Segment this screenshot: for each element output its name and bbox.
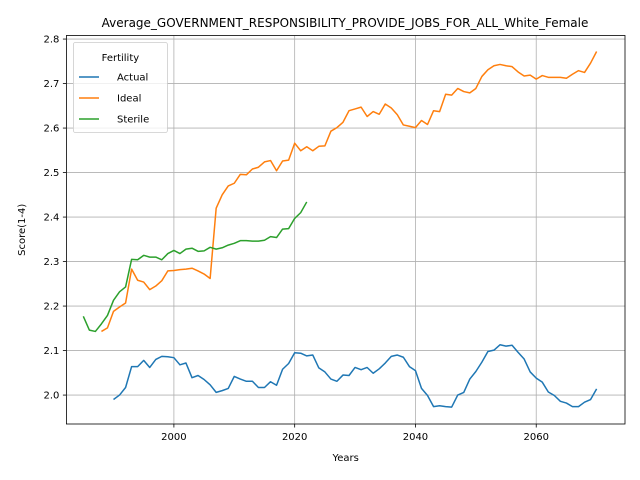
y-tick-label: 2.6: [43, 124, 59, 135]
y-tick-label: 2.3: [43, 257, 59, 268]
grid: [66, 35, 625, 424]
legend-box: [73, 42, 168, 133]
x-tick-label: 2060: [524, 432, 549, 443]
y-axis-label: Score(1-4): [17, 204, 28, 256]
x-tick-label: 2020: [282, 432, 307, 443]
y-tick-label: 2.2: [43, 302, 59, 313]
y-tick-label: 2.7: [43, 79, 59, 90]
series-line-ideal: [101, 51, 598, 333]
x-tick-label: 2040: [403, 432, 428, 443]
legend: Fertility Actual Ideal Sterile: [73, 42, 168, 133]
y-tick-label: 2.1: [43, 346, 59, 357]
y-tick-label: 2.0: [43, 391, 59, 402]
series-line-actual: [113, 344, 598, 408]
legend-label-ideal: Ideal: [117, 94, 141, 105]
series-lines: [82, 51, 598, 408]
legend-title: Fertility: [102, 53, 140, 64]
legend-label-sterile: Sterile: [117, 115, 149, 126]
plot-frame: [66, 35, 626, 425]
y-tick-label: 2.8: [43, 35, 59, 46]
series-line-sterile: [82, 201, 308, 333]
chart-title: Average_GOVERNMENT_RESPONSIBILITY_PROVID…: [102, 16, 589, 30]
y-tick-label: 2.5: [43, 168, 59, 179]
y-tick-label: 2.4: [43, 213, 59, 224]
axis-ticks: 2000 2020 2040 2060 2.0 2.1 2.2 2.3 2.4 2.5 2.6 2.7…: [43, 35, 548, 443]
x-axis-label: Years: [332, 453, 359, 464]
x-tick-label: 2000: [161, 432, 186, 443]
legend-label-actual: Actual: [117, 73, 148, 84]
